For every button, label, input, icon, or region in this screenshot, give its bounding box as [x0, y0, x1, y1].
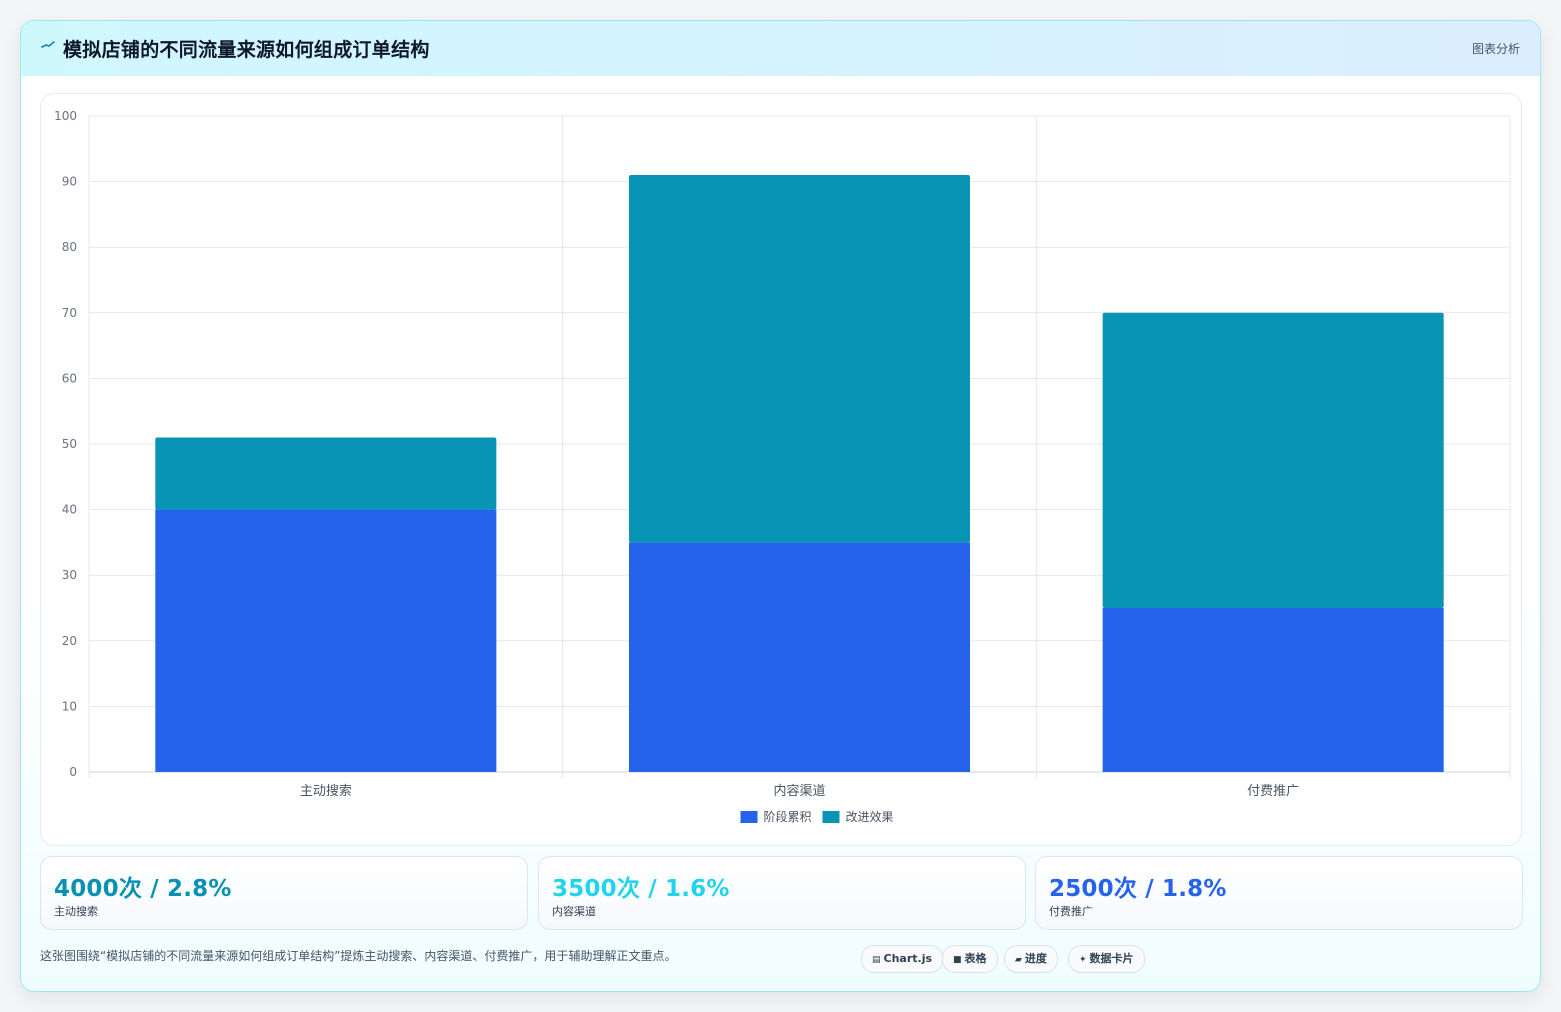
chip-label: 进度 — [1024, 952, 1047, 965]
y-tick-label: 50 — [62, 437, 77, 451]
stat-value: 4000次 / 2.8% — [54, 876, 232, 902]
bar-stage-cumulative — [628, 542, 971, 772]
table-icon: ■ — [953, 955, 962, 965]
legend-swatch — [822, 811, 840, 823]
legend-swatch — [740, 811, 758, 823]
y-tick-label: 10 — [62, 699, 77, 713]
bar-stage-cumulative — [155, 509, 497, 772]
y-tick-label: 30 — [62, 568, 77, 582]
chart-icon: ▤ — [872, 955, 881, 965]
stat-value: 2500次 / 1.8% — [1049, 876, 1227, 902]
chart-card: 模拟店铺的不同流量来源如何组成订单结构 图表分析 0 10 20 30 40 50 60 70… — [20, 20, 1541, 992]
bar-improvement-effect — [155, 437, 497, 510]
chip-label: Chart.js — [883, 952, 933, 965]
bar-improvement-effect — [628, 175, 971, 543]
y-tick-label: 40 — [62, 503, 77, 517]
sparkle-icon: ✦ — [1079, 955, 1087, 965]
legend-label: 改进效果 — [846, 809, 894, 824]
y-tick-label: 80 — [62, 240, 77, 254]
stat-card-paid: 2500次 / 1.8% 付费推广 — [1035, 856, 1523, 930]
chip-label: 表格 — [964, 952, 987, 965]
legend-label: 阶段累积 — [764, 809, 812, 824]
progress-icon: ▰ — [1015, 955, 1022, 965]
chart-analysis-tag: 图表分析 — [1471, 42, 1520, 56]
y-tick-label: 60 — [62, 371, 77, 385]
y-tick-label: 70 — [62, 306, 77, 320]
stat-card-search: 4000次 / 2.8% 主动搜索 — [40, 856, 528, 930]
bar-improvement-effect — [1102, 312, 1444, 608]
bar-stage-cumulative — [1102, 608, 1444, 772]
chip-chartjs[interactable]: ▤ Chart.js — [861, 945, 944, 973]
chip-label: 数据卡片 — [1089, 952, 1134, 965]
stat-label: 付费推广 — [1049, 905, 1093, 918]
y-tick-label: 90 — [62, 175, 77, 189]
y-tick-label: 0 — [69, 765, 77, 779]
chip-progress[interactable]: ▰ 进度 — [1004, 945, 1058, 973]
stat-value: 3500次 / 1.6% — [552, 876, 730, 902]
chart-title: 模拟店铺的不同流量来源如何组成订单结构 — [63, 39, 430, 61]
stat-cards: 4000次 / 2.8% 主动搜索 3500次 / 1.6% 内容渠道 2500… — [40, 856, 1523, 930]
stat-label: 内容渠道 — [552, 905, 596, 918]
x-tick-label: 主动搜索 — [300, 784, 352, 799]
chart-area: 0 10 20 30 40 50 60 70 80 90 100 主动搜索 内容渠道 付费推广阶段累积 改进… — [40, 93, 1522, 846]
x-tick-label: 内容渠道 — [773, 783, 825, 799]
x-tick-label: 付费推广 — [1247, 784, 1299, 799]
stat-card-content: 3500次 / 1.6% 内容渠道 — [538, 856, 1026, 930]
chart-caption: 这张图围绕“模拟店铺的不同流量来源如何组成订单结构”提炼主动搜索、内容渠道、付费… — [40, 949, 677, 963]
card-header: 模拟店铺的不同流量来源如何组成订单结构 图表分析 — [21, 21, 1540, 76]
y-tick-label: 20 — [62, 634, 77, 648]
y-tick-label: 100 — [54, 109, 77, 123]
chip-data-card[interactable]: ✦ 数据卡片 — [1068, 945, 1145, 973]
stat-label: 主动搜索 — [54, 905, 98, 918]
chip-table[interactable]: ■ 表格 — [942, 945, 998, 973]
pulse-line-icon — [41, 38, 57, 58]
